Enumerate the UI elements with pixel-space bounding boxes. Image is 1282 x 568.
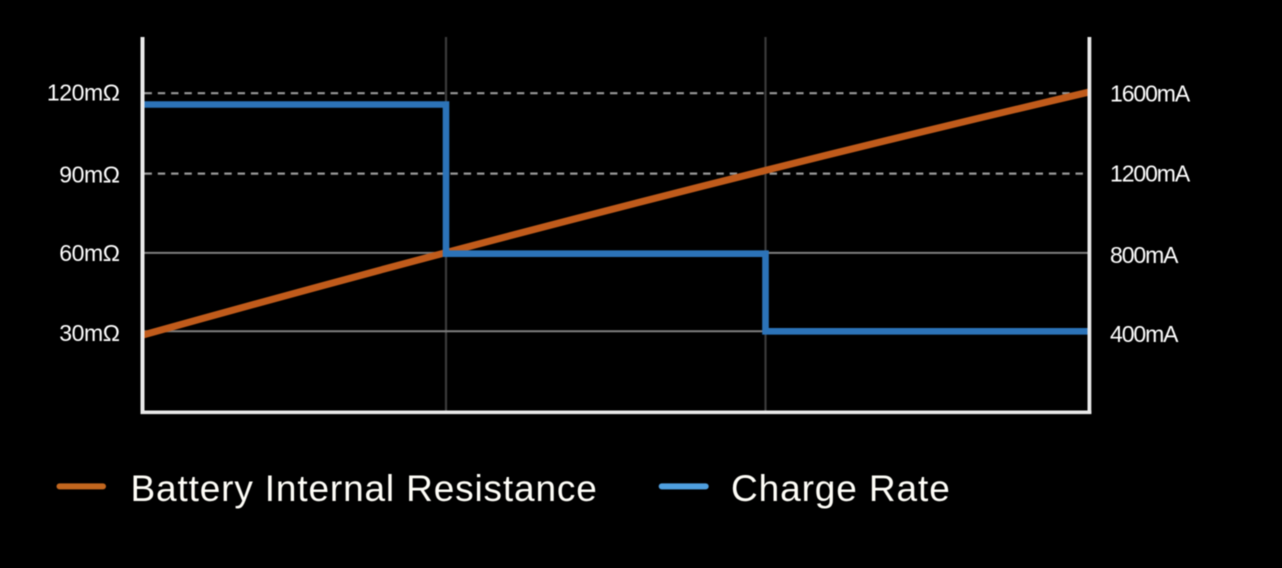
svg-text:30mΩ: 30mΩ [59, 320, 120, 346]
svg-text:400mA: 400mA [1110, 321, 1179, 347]
svg-text:800mA: 800mA [1110, 242, 1179, 268]
svg-text:Charge Rate: Charge Rate [731, 468, 951, 509]
svg-text:1600mA: 1600mA [1110, 81, 1191, 107]
svg-text:Battery Internal Resistance: Battery Internal Resistance [131, 468, 598, 509]
svg-text:90mΩ: 90mΩ [59, 161, 120, 187]
svg-text:120mΩ: 120mΩ [47, 80, 120, 106]
svg-text:1200mA: 1200mA [1110, 161, 1191, 187]
svg-text:60mΩ: 60mΩ [59, 240, 120, 266]
